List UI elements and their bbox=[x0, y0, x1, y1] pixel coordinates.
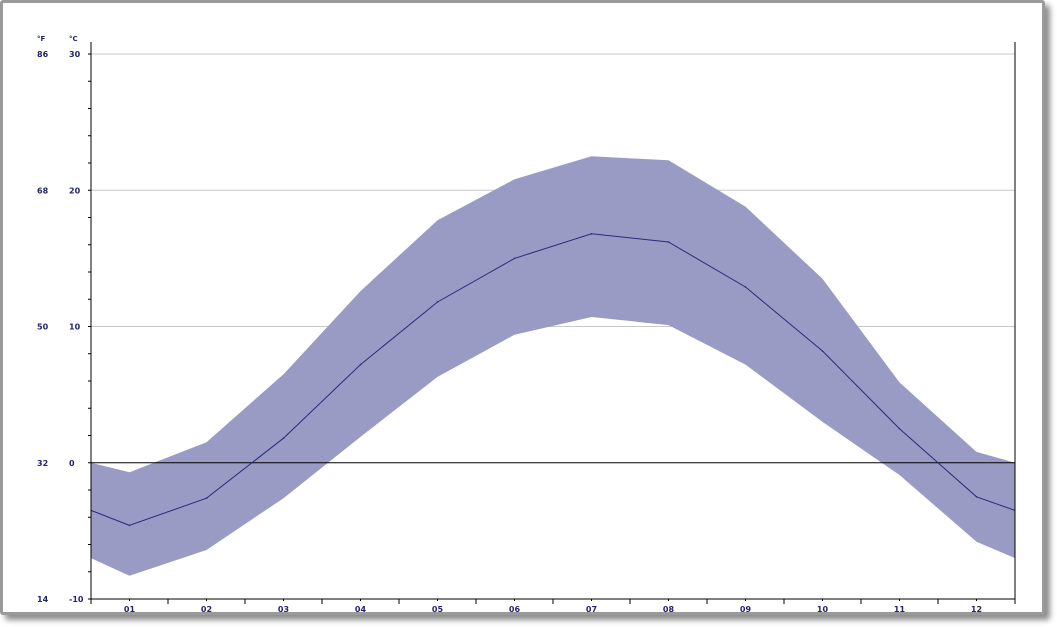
x-tick-label: 09 bbox=[740, 605, 752, 613]
x-tick-label: 04 bbox=[355, 605, 367, 613]
mean-point bbox=[359, 363, 362, 366]
mean-point bbox=[821, 350, 824, 352]
y-tick-label-fahrenheit: 14 bbox=[37, 595, 49, 604]
celsius-unit-label: °C bbox=[69, 35, 78, 43]
x-tick-label: 11 bbox=[894, 605, 906, 613]
y-tick-label-fahrenheit: 86 bbox=[37, 50, 49, 59]
x-tick-label: 12 bbox=[971, 605, 982, 613]
y-tick-label-fahrenheit: 68 bbox=[37, 186, 49, 195]
y-axis-tick-labels: -10 14 0 32 10 50 20 68 30 86 bbox=[37, 50, 84, 604]
mean-point bbox=[282, 437, 285, 440]
axes bbox=[88, 42, 1016, 604]
x-tick-label: 10 bbox=[817, 605, 829, 613]
x-tick-label: 08 bbox=[663, 605, 675, 613]
y-tick-label-celsius: 0 bbox=[69, 459, 75, 468]
chart-frame: -10 14 0 32 10 50 20 68 30 86 01 02 03 04 05 06 07 08 09 1… bbox=[0, 0, 1045, 615]
mean-point bbox=[975, 496, 978, 498]
x-tick-label: 07 bbox=[586, 605, 597, 613]
x-tick-label: 02 bbox=[201, 605, 212, 613]
mean-temperature-line bbox=[90, 233, 1016, 526]
climate-chart: -10 14 0 32 10 50 20 68 30 86 01 02 03 04 05 06 07 08 09 1… bbox=[37, 35, 1016, 613]
x-tick-label: 05 bbox=[432, 605, 444, 613]
mean-point bbox=[590, 233, 593, 235]
y-tick-label-celsius: 20 bbox=[69, 186, 81, 195]
y-tick-label-celsius: -10 bbox=[69, 595, 84, 604]
mean-point bbox=[205, 497, 208, 499]
mean-point bbox=[744, 286, 747, 288]
y-tick-label-celsius: 10 bbox=[69, 323, 81, 332]
mean-point bbox=[436, 301, 439, 303]
x-tick-label: 03 bbox=[278, 605, 289, 613]
y-tick-label-fahrenheit: 32 bbox=[37, 459, 48, 468]
mean-point bbox=[667, 241, 670, 243]
temperature-range-band bbox=[91, 156, 1015, 576]
fahrenheit-unit-label: °F bbox=[37, 35, 46, 43]
mean-point bbox=[128, 524, 131, 527]
y-tick-label-fahrenheit: 50 bbox=[37, 323, 49, 332]
mean-point bbox=[898, 427, 901, 430]
mean-point bbox=[513, 257, 516, 260]
x-axis-tick-labels: 01 02 03 04 05 06 07 08 09 10 11 12 bbox=[124, 605, 982, 613]
x-tick-label: 01 bbox=[124, 605, 136, 613]
y-tick-label-celsius: 30 bbox=[69, 50, 81, 59]
x-tick-label: 06 bbox=[509, 605, 521, 613]
